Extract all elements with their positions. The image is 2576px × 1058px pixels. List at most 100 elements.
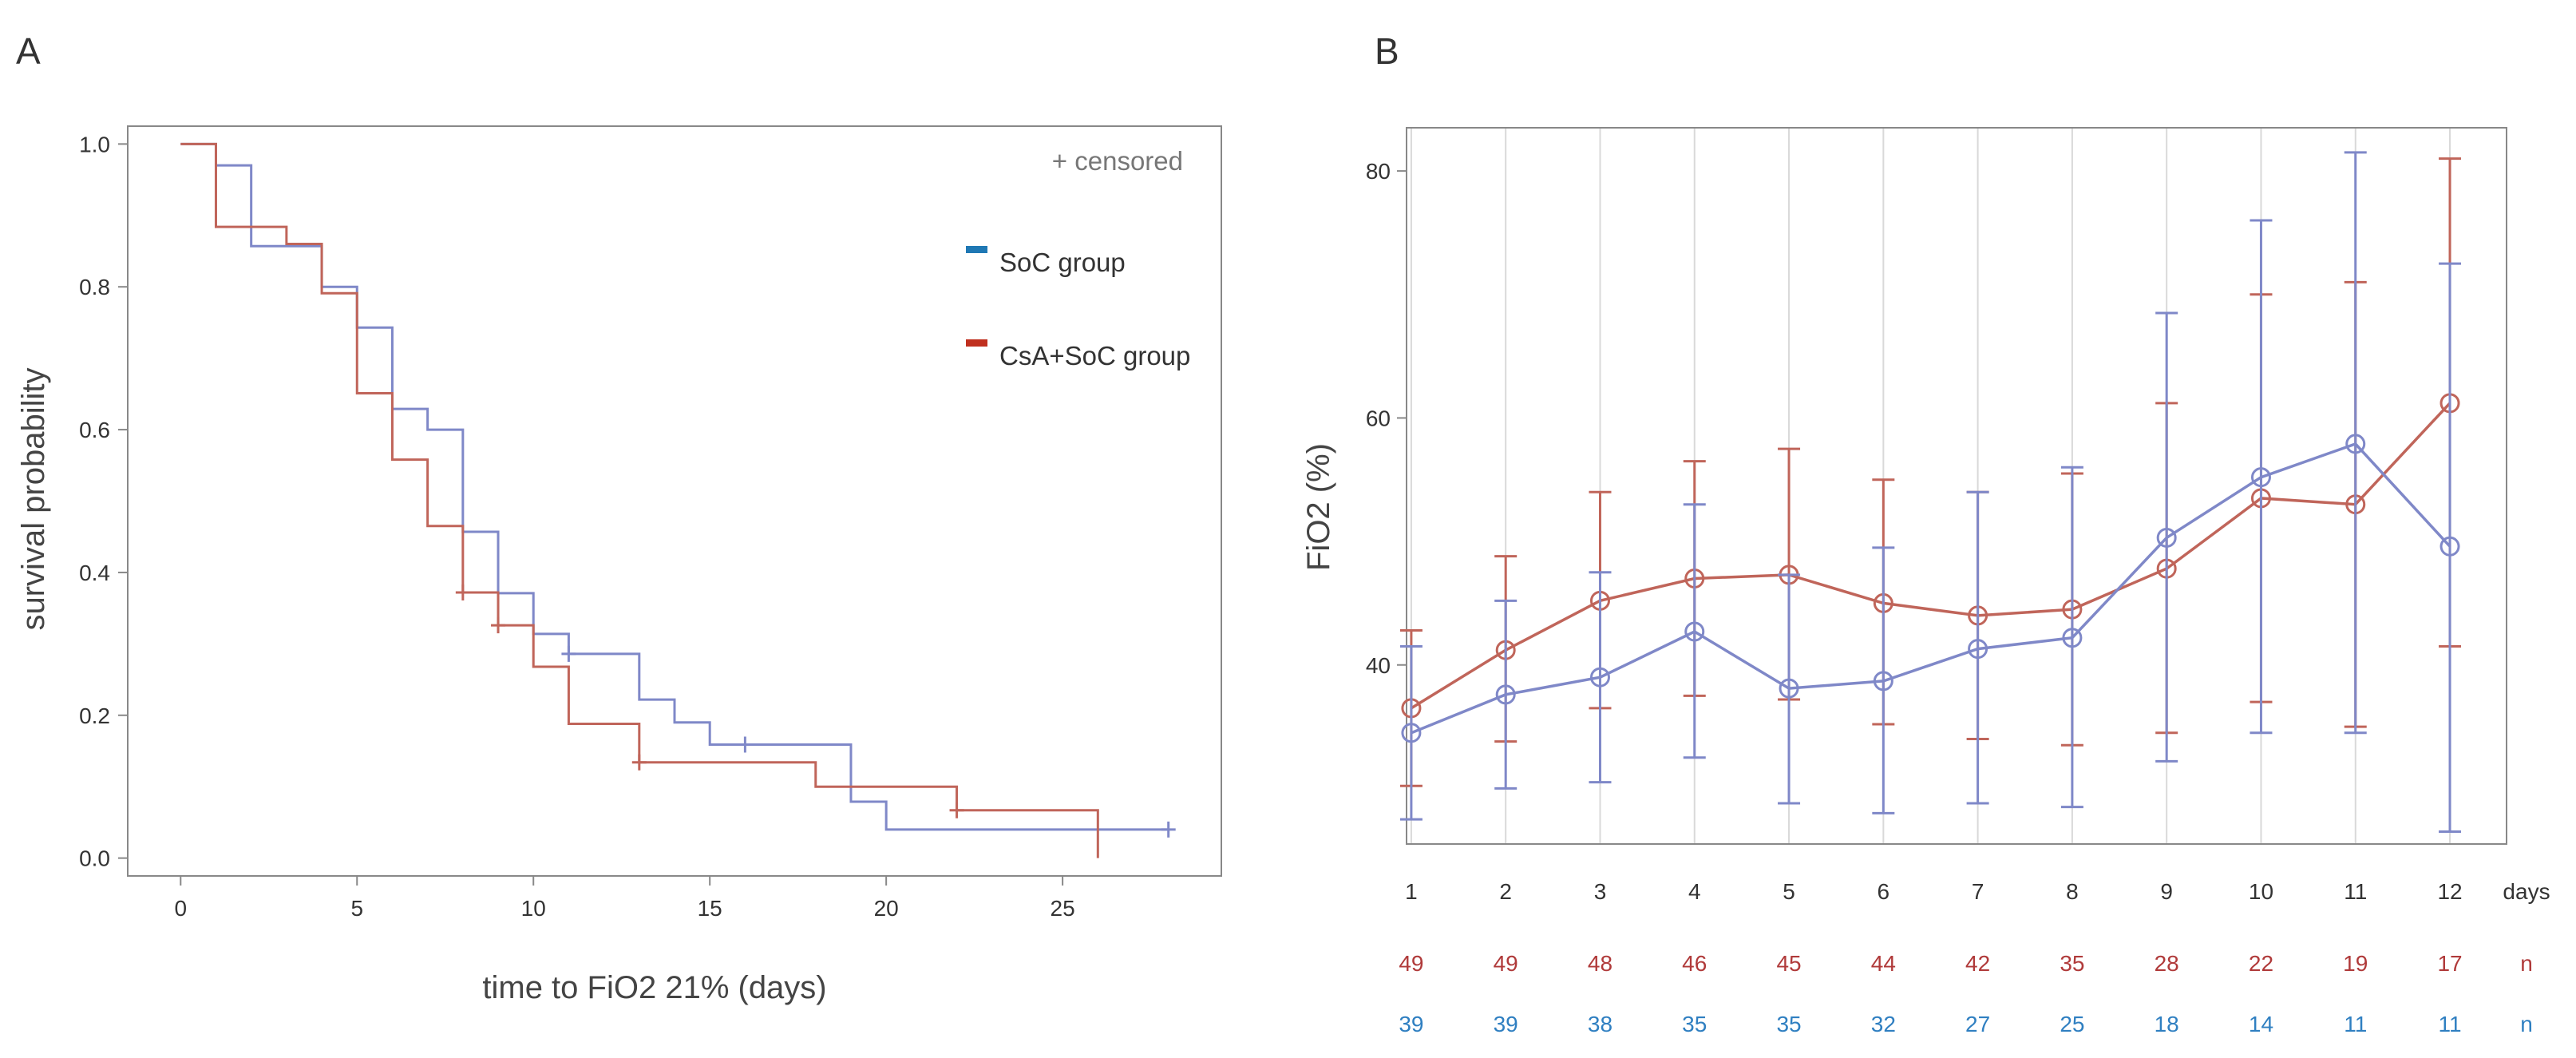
y-tick-label: 0.0 (79, 846, 110, 871)
x-tick-label: 7 (1972, 879, 1984, 904)
x-tick-label: 4 (1688, 879, 1701, 904)
panel-a-x-axis-label: time to FiO2 21% (days) (482, 970, 826, 1005)
legend-swatch-csa (966, 339, 987, 347)
mean-point-soc (1684, 621, 1705, 642)
y-tick-label: 0.6 (79, 418, 110, 442)
error-bar-soc (1399, 645, 1423, 821)
mean-line-csa (1410, 402, 2451, 710)
panel-a-label: A (16, 30, 41, 72)
x-tick-label: 5 (1783, 879, 1795, 904)
mean-point-soc (2250, 467, 2271, 488)
km-curve-csa (180, 142, 1099, 858)
legend-label-csa: CsA+SoC group (999, 341, 1190, 370)
n-count-csa: 42 (1965, 951, 1990, 976)
panel-b-series (1399, 151, 2462, 834)
mean-point-soc (1779, 678, 1799, 699)
n-count-soc: 38 (1588, 1012, 1612, 1036)
censored-mark-csa (631, 754, 647, 771)
y-tick-label: 0.2 (79, 703, 110, 728)
y-tick-label: 40 (1366, 653, 1391, 678)
x-tick-label: 10 (2249, 879, 2273, 904)
n-label-soc: n (2520, 1012, 2533, 1036)
y-tick-label: 0.8 (79, 275, 110, 299)
n-count-csa: 46 (1682, 951, 1707, 976)
n-count-soc: 27 (1965, 1012, 1990, 1036)
censored-mark-csa (455, 584, 470, 600)
x-tick-label: 8 (2066, 879, 2079, 904)
n-count-csa: 19 (2343, 951, 2368, 976)
x-tick-label: 10 (521, 896, 546, 921)
mean-point-soc (1401, 723, 1422, 743)
censored-mark-soc (1161, 821, 1176, 838)
n-count-csa: 44 (1871, 951, 1896, 976)
x-tick-label: 3 (1594, 879, 1607, 904)
panel-a-series (180, 142, 1176, 858)
censored-mark-csa (491, 617, 506, 634)
panel-b-n-counts: 49 49 48 46 45 44 42 35 28 22 19 17 n 39 39 38 35 35 32 27 2… (1399, 951, 2532, 1036)
censored-mark-soc (561, 645, 576, 662)
mean-point-soc (2439, 536, 2460, 557)
n-count-csa: 22 (2249, 951, 2273, 976)
n-count-soc: 14 (2249, 1012, 2273, 1036)
y-tick-label: 60 (1366, 406, 1391, 430)
n-count-soc: 39 (1494, 1012, 1518, 1036)
panel-a: A 0 5 10 15 20 25 0.0 0.2 0.4 0.6 0.8 1.0 survival … (16, 30, 1222, 1005)
x-tick-label: 2 (1499, 879, 1512, 904)
n-count-soc: 35 (1682, 1012, 1707, 1036)
censored-mark-csa (949, 802, 964, 818)
n-count-csa: 45 (1776, 951, 1801, 976)
y-tick-label: 80 (1366, 159, 1391, 184)
x-tick-label: 9 (2160, 879, 2173, 904)
x-tick-label: 12 (2437, 879, 2462, 904)
n-count-csa: 49 (1399, 951, 1423, 976)
censored-note: + censored (1052, 146, 1183, 176)
n-count-csa: 17 (2437, 951, 2462, 976)
n-count-csa: 28 (2155, 951, 2179, 976)
panel-a-axes: 0 5 10 15 20 25 0.0 0.2 0.4 0.6 0.8 1.0 (79, 125, 1222, 921)
n-label-csa: n (2520, 951, 2533, 976)
x-tick-label: 25 (1051, 896, 1075, 921)
n-count-csa: 48 (1588, 951, 1612, 976)
panel-b-y-axis-label: FiO2 (%) (1301, 443, 1336, 571)
panel-b-frame (1406, 127, 2507, 845)
n-count-csa: 49 (1494, 951, 1518, 976)
mean-point-soc (1873, 671, 1893, 691)
legend-swatch-soc (966, 246, 987, 253)
mean-point-soc (1495, 684, 1516, 705)
mean-point-soc (1589, 667, 1610, 688)
panel-b-gridlines (1410, 128, 2451, 844)
n-count-soc: 35 (1776, 1012, 1801, 1036)
x-tick-label: 1 (1405, 879, 1418, 904)
mean-point-soc (2345, 434, 2366, 454)
x-tick-label: 15 (698, 896, 722, 921)
n-count-soc: 39 (1399, 1012, 1423, 1036)
n-count-soc: 25 (2060, 1012, 2084, 1036)
mean-point-soc (2062, 628, 2083, 648)
n-count-soc: 11 (2438, 1012, 2461, 1036)
x-tick-label: 11 (2344, 879, 2367, 904)
mean-point-soc (2156, 527, 2177, 548)
mean-point-soc (1968, 639, 1988, 660)
n-count-soc: 18 (2155, 1012, 2179, 1036)
x-tick-label: 20 (874, 896, 899, 921)
n-count-csa: 35 (2060, 951, 2084, 976)
y-tick-label: 1.0 (79, 132, 110, 157)
n-count-soc: 32 (1871, 1012, 1896, 1036)
panel-b-label: B (1375, 30, 1399, 72)
legend-label-soc: SoC group (999, 248, 1126, 277)
y-tick-label: 0.4 (79, 561, 110, 585)
panel-a-legend: SoC group CsA+SoC group (966, 246, 1190, 370)
mean-line-soc (1411, 442, 2451, 735)
days-label: days (2503, 879, 2550, 904)
panel-a-frame (127, 125, 1222, 877)
panel-a-y-axis-label: survival probability (16, 367, 51, 630)
x-tick-label: 0 (175, 896, 188, 921)
x-tick-label: 5 (350, 896, 363, 921)
censored-mark-soc (738, 736, 753, 753)
x-tick-label: 6 (1878, 879, 1890, 904)
error-bar-soc (2439, 262, 2462, 834)
n-count-soc: 11 (2344, 1012, 2367, 1036)
